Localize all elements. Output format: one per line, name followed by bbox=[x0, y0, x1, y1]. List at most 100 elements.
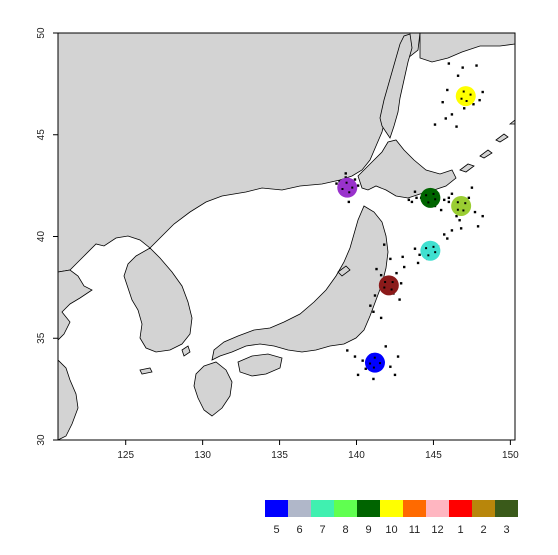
centroid-month-9 bbox=[420, 187, 441, 208]
centroid-month-12 bbox=[337, 177, 358, 198]
observation-point bbox=[410, 200, 414, 204]
observation-point bbox=[450, 192, 454, 195]
observation-point bbox=[458, 219, 461, 222]
observation-point bbox=[418, 253, 421, 257]
observation-point bbox=[372, 377, 375, 381]
centroid-month-8 bbox=[451, 195, 472, 216]
observation-point bbox=[413, 190, 417, 193]
observation-point bbox=[460, 97, 463, 100]
observation-point bbox=[434, 251, 437, 254]
observation-point bbox=[459, 227, 463, 230]
hokkaido-island bbox=[357, 139, 457, 199]
tsushima-island bbox=[181, 345, 191, 357]
observation-point bbox=[373, 356, 376, 359]
observation-point bbox=[395, 271, 398, 275]
observation-point bbox=[391, 281, 394, 284]
observation-point bbox=[373, 294, 377, 297]
observation-point bbox=[467, 196, 471, 200]
x-axis: 125 130 135 140 145 150 bbox=[117, 440, 519, 461]
observation-point bbox=[335, 182, 338, 185]
observation-point bbox=[369, 362, 372, 365]
china-coast-south bbox=[58, 359, 79, 440]
observation-point bbox=[344, 176, 347, 179]
observation-point bbox=[384, 345, 387, 348]
legend-swatch-7 bbox=[311, 500, 334, 517]
legend-swatch-8 bbox=[334, 500, 357, 517]
observation-point bbox=[356, 184, 360, 187]
x-tick-label: 130 bbox=[194, 450, 211, 461]
observation-point bbox=[462, 209, 465, 212]
observation-point bbox=[427, 201, 430, 204]
legend-label: 2 bbox=[480, 524, 486, 536]
observation-point bbox=[353, 355, 357, 358]
observation-point bbox=[447, 62, 451, 65]
observation-point bbox=[432, 245, 435, 248]
observation-point bbox=[450, 113, 454, 116]
observation-point bbox=[341, 188, 344, 191]
observation-point bbox=[384, 281, 387, 284]
observation-point bbox=[378, 362, 381, 365]
legend-label: 1 bbox=[457, 524, 463, 536]
observation-point bbox=[372, 310, 375, 313]
observation-point bbox=[353, 178, 357, 181]
legend-label: 3 bbox=[503, 524, 509, 536]
observation-point bbox=[455, 125, 458, 128]
x-tick-label: 135 bbox=[271, 450, 288, 461]
observation-point bbox=[473, 210, 477, 214]
observation-point bbox=[390, 288, 393, 291]
observation-point bbox=[470, 186, 474, 189]
observation-point bbox=[351, 186, 354, 189]
observation-point bbox=[446, 237, 449, 240]
x-tick-label: 145 bbox=[425, 450, 442, 461]
observation-point bbox=[415, 196, 418, 200]
observation-point bbox=[383, 243, 386, 246]
observation-point bbox=[456, 74, 460, 77]
jeju-island bbox=[139, 367, 153, 375]
monthly-centroids bbox=[337, 86, 476, 373]
x-tick-label: 125 bbox=[117, 450, 134, 461]
observation-point bbox=[364, 367, 367, 370]
legend-label: 5 bbox=[273, 524, 279, 536]
observation-point bbox=[465, 100, 468, 103]
legend-swatch-3 bbox=[495, 500, 518, 517]
legend-label: 12 bbox=[431, 524, 443, 536]
observation-point bbox=[345, 181, 348, 184]
observation-point bbox=[344, 172, 347, 175]
month-legend: 5 6 7 8 9 10 11 12 1 2 3 bbox=[265, 500, 518, 536]
legend-label: 9 bbox=[365, 524, 371, 536]
observation-point bbox=[462, 90, 465, 93]
observation-point bbox=[469, 93, 472, 96]
observation-point bbox=[472, 103, 475, 106]
y-tick-label: 45 bbox=[36, 129, 47, 141]
observation-point bbox=[456, 201, 459, 204]
observation-point bbox=[425, 194, 428, 197]
observation-point bbox=[403, 265, 406, 269]
centroid-month-5 bbox=[364, 352, 385, 373]
observation-point bbox=[379, 316, 383, 320]
observation-point bbox=[443, 198, 446, 202]
observation-point bbox=[455, 214, 458, 218]
observation-point bbox=[356, 373, 360, 377]
observation-point bbox=[443, 233, 446, 236]
observation-point bbox=[446, 88, 449, 92]
observation-point bbox=[439, 208, 443, 212]
observation-point bbox=[450, 229, 454, 232]
legend-swatch-6 bbox=[288, 500, 311, 517]
observation-point bbox=[441, 100, 444, 104]
observation-point bbox=[389, 365, 392, 368]
observation-point bbox=[396, 355, 400, 358]
y-tick-label: 40 bbox=[36, 231, 47, 243]
observation-point bbox=[401, 255, 404, 259]
observation-point bbox=[416, 261, 420, 265]
sado-island bbox=[337, 265, 351, 277]
observation-point bbox=[399, 282, 403, 285]
observation-point bbox=[383, 286, 386, 289]
centroid-month-10 bbox=[455, 86, 476, 107]
kyushu-island bbox=[193, 361, 233, 417]
map-panel bbox=[58, 33, 515, 440]
shikoku-island bbox=[237, 353, 283, 377]
y-axis: 30 35 40 45 50 bbox=[36, 27, 58, 446]
legend-swatch-10 bbox=[380, 500, 403, 517]
legend-label: 7 bbox=[319, 524, 325, 536]
